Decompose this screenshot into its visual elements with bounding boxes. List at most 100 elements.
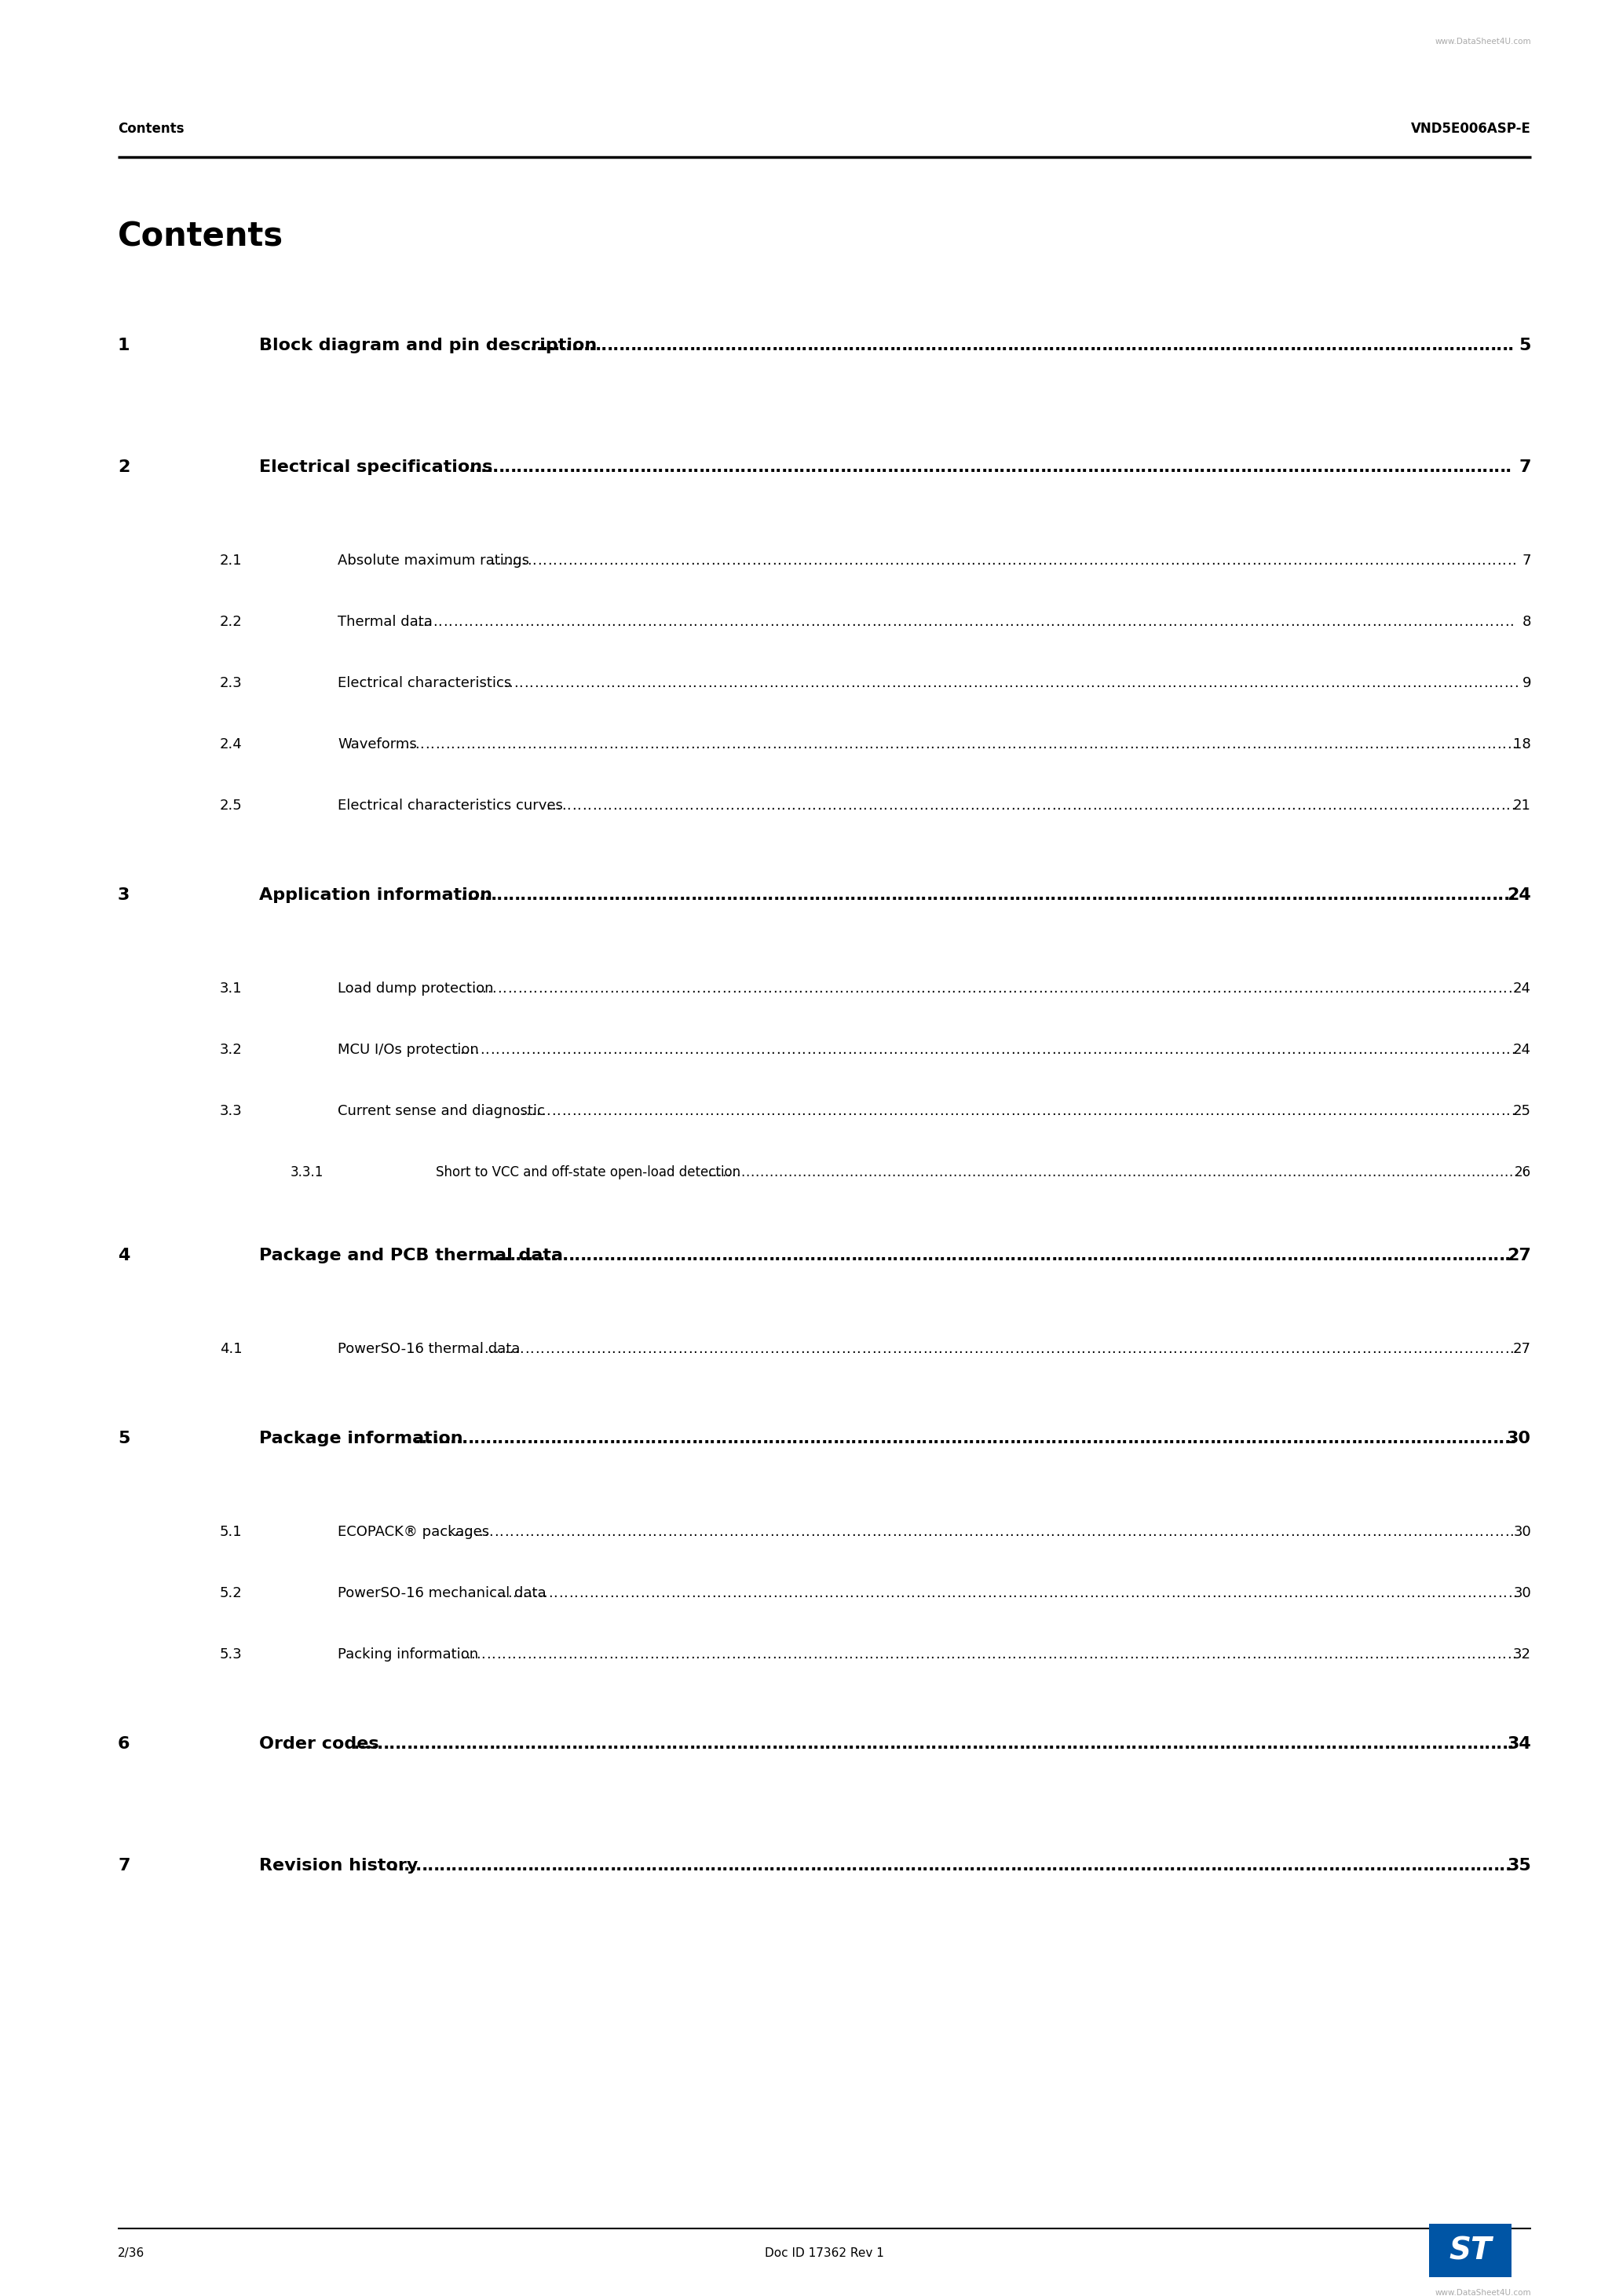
Text: .: . <box>1183 338 1190 354</box>
Text: .: . <box>1157 675 1160 691</box>
Text: .: . <box>1172 675 1177 691</box>
Text: .: . <box>617 1525 622 1538</box>
Text: .: . <box>643 1341 646 1357</box>
Text: .: . <box>646 459 652 475</box>
Text: .: . <box>724 1525 729 1538</box>
Text: .: . <box>1027 1166 1032 1180</box>
Text: .: . <box>831 1341 836 1357</box>
Text: .: . <box>625 1736 631 1752</box>
Text: .: . <box>527 459 534 475</box>
Text: .: . <box>1344 553 1347 567</box>
Text: .: . <box>698 1857 704 1874</box>
Text: .: . <box>977 338 984 354</box>
Text: .: . <box>782 1736 790 1752</box>
Text: .: . <box>662 1525 667 1538</box>
Text: .: . <box>1083 799 1086 813</box>
Text: .: . <box>820 886 826 902</box>
Text: .: . <box>1037 1649 1042 1662</box>
Text: .: . <box>1175 1649 1180 1662</box>
Text: .: . <box>1016 1430 1022 1446</box>
Text: .: . <box>1115 1587 1120 1600</box>
Text: .: . <box>466 1736 472 1752</box>
Text: .: . <box>1115 675 1120 691</box>
Text: .: . <box>1091 675 1094 691</box>
Text: .: . <box>1107 1104 1112 1118</box>
Text: .: . <box>1493 1430 1500 1446</box>
Text: .: . <box>1139 553 1144 567</box>
Text: .: . <box>1310 615 1315 629</box>
Text: .: . <box>1246 553 1251 567</box>
Text: .: . <box>1420 1587 1425 1600</box>
Text: 30: 30 <box>1506 1430 1530 1446</box>
Text: .: . <box>649 553 654 567</box>
Text: .: . <box>828 553 833 567</box>
Text: .: . <box>1037 737 1042 751</box>
Text: .: . <box>847 1042 852 1056</box>
Text: .: . <box>1151 886 1157 902</box>
Text: .: . <box>980 553 985 567</box>
Text: .: . <box>643 886 651 902</box>
Text: .: . <box>480 459 487 475</box>
Text: .: . <box>1500 615 1505 629</box>
Text: .: . <box>1066 1042 1071 1056</box>
Text: .: . <box>1026 1104 1031 1118</box>
Text: .: . <box>693 615 698 629</box>
Text: .: . <box>683 1736 690 1752</box>
Text: .: . <box>1440 1857 1446 1874</box>
Text: .: . <box>594 1587 599 1600</box>
Text: .: . <box>1175 459 1182 475</box>
Text: .: . <box>958 459 964 475</box>
Text: .: . <box>1222 459 1229 475</box>
Text: .: . <box>797 1649 802 1662</box>
Text: .: . <box>1151 1857 1157 1874</box>
Text: .: . <box>594 1736 601 1752</box>
Text: 3: 3 <box>118 886 130 902</box>
Text: .: . <box>672 338 678 354</box>
Text: .: . <box>654 338 661 354</box>
Text: .: . <box>526 1649 531 1662</box>
Text: .: . <box>1467 1587 1472 1600</box>
Text: .: . <box>477 1736 484 1752</box>
Text: .: . <box>868 1166 872 1180</box>
Text: .: . <box>1393 799 1397 813</box>
Text: .: . <box>1147 1341 1152 1357</box>
Text: .: . <box>691 1587 696 1600</box>
Text: .: . <box>1446 1857 1453 1874</box>
Text: .: . <box>1175 1587 1180 1600</box>
Text: .: . <box>724 1042 729 1056</box>
Text: .: . <box>868 553 873 567</box>
Text: .: . <box>1294 459 1300 475</box>
Text: .: . <box>742 338 748 354</box>
Text: .: . <box>599 737 602 751</box>
Text: .: . <box>972 338 979 354</box>
Text: .: . <box>1487 459 1495 475</box>
Text: .: . <box>1126 675 1130 691</box>
Text: .: . <box>992 1247 998 1263</box>
Text: .: . <box>732 1587 737 1600</box>
Text: .: . <box>537 1587 542 1600</box>
Text: .: . <box>1511 737 1516 751</box>
Text: .: . <box>1440 799 1444 813</box>
Text: .: . <box>1464 1857 1470 1874</box>
Text: .: . <box>617 1042 622 1056</box>
Text: .: . <box>1011 1042 1014 1056</box>
Text: .: . <box>1495 799 1500 813</box>
Text: .: . <box>1284 338 1290 354</box>
Text: .: . <box>1037 338 1044 354</box>
Text: .: . <box>445 737 450 751</box>
Text: .: . <box>1198 1247 1204 1263</box>
Text: .: . <box>977 1166 980 1180</box>
Text: .: . <box>545 1247 552 1263</box>
Text: .: . <box>758 980 761 996</box>
Text: .: . <box>1451 886 1457 902</box>
Text: .: . <box>777 737 781 751</box>
Text: .: . <box>1371 1341 1376 1357</box>
Text: .: . <box>1282 553 1287 567</box>
Text: .: . <box>1177 675 1182 691</box>
Text: .: . <box>680 980 685 996</box>
Text: .: . <box>1136 1166 1141 1180</box>
Text: .: . <box>842 1649 847 1662</box>
Text: .: . <box>1094 1166 1099 1180</box>
Text: .: . <box>683 1104 688 1118</box>
Text: .: . <box>755 799 760 813</box>
